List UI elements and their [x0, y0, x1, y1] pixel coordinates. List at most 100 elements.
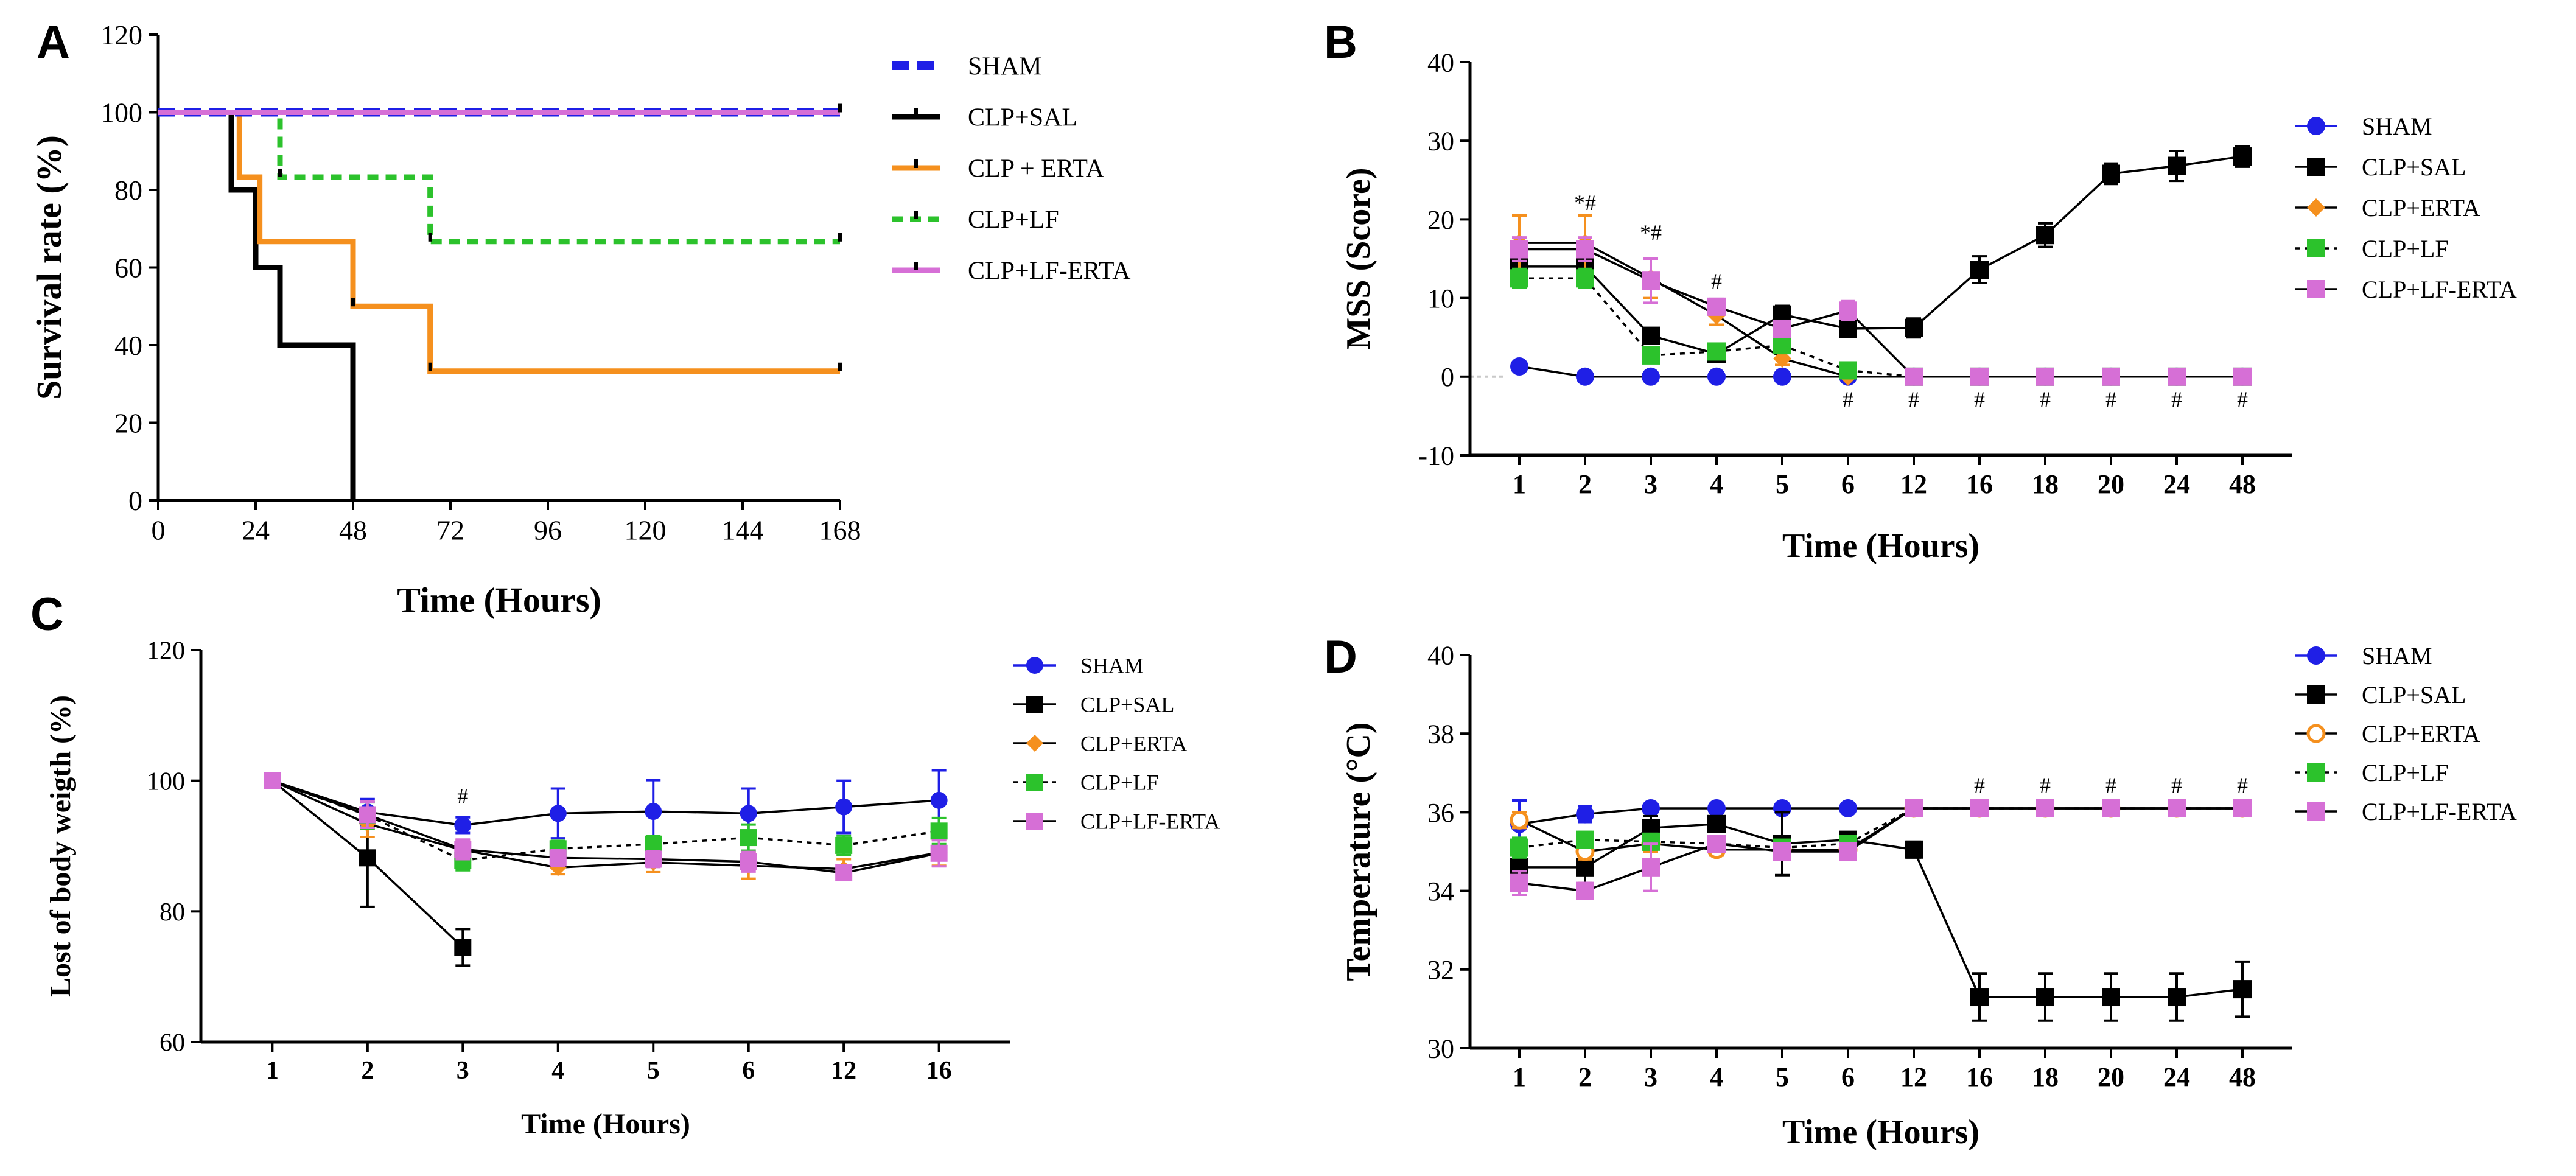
data-point	[2102, 988, 2120, 1007]
legend-marker	[2306, 724, 2326, 743]
series-line-segment	[463, 847, 558, 862]
y-tick-label: 38	[1427, 719, 1454, 749]
series-line-segment	[1782, 842, 1849, 849]
x-tick-label: 12	[1900, 469, 1927, 499]
legend-label: CLP+ERTA	[2362, 720, 2480, 747]
series-line-segment	[1650, 334, 1717, 355]
series-line-segment	[748, 861, 844, 874]
x-tick-label: 16	[1966, 469, 1993, 499]
series-line-segment	[1519, 365, 1586, 378]
y-tick-label: 60	[114, 253, 142, 284]
y-axis-title: Survival rate (%)	[29, 135, 69, 400]
legend-marker	[2307, 280, 2325, 298]
y-tick-label: 0	[1441, 362, 1454, 392]
data-point	[2168, 799, 2186, 817]
significance-mark: #	[2237, 773, 2248, 797]
series-line-segment	[653, 836, 749, 845]
x-tick-label: 18	[2032, 1062, 2059, 1092]
data-point	[645, 835, 662, 853]
x-tick-label: 1	[1513, 1062, 1526, 1092]
x-tick-label: 120	[625, 514, 667, 545]
y-tick-label: 100	[100, 97, 142, 128]
legend-label: CLP+SAL	[968, 104, 1077, 132]
x-tick-label: 16	[926, 1057, 952, 1085]
data-point	[454, 841, 472, 858]
x-tick-label: 5	[647, 1057, 660, 1085]
legend-label: CLP+ERTA	[1080, 732, 1187, 756]
y-tick-label: 60	[159, 1029, 185, 1057]
series-line-segment	[2110, 164, 2177, 175]
series-line-segment	[366, 857, 464, 948]
series-line-segment	[653, 861, 749, 867]
series-line-segment	[1782, 344, 1849, 372]
data-point	[740, 853, 757, 870]
series-line-segment	[1584, 242, 1651, 279]
series-line-segment	[2176, 155, 2243, 167]
series-line-segment	[1584, 838, 1651, 843]
legend-label: CLP+LF	[2362, 235, 2449, 262]
data-point	[1707, 297, 1726, 316]
data-point	[2168, 156, 2186, 175]
series-line-segment	[1716, 313, 1783, 355]
data-point	[1905, 799, 1923, 817]
series-line-segment	[1519, 838, 1586, 849]
data-point	[1970, 799, 1989, 817]
data-point	[2168, 367, 2186, 386]
legend: SHAM CLP+SAL CLP+ERTA CLP+LF CLP+LF-ERTA	[2295, 642, 2517, 825]
series-line-segment	[1847, 310, 1915, 378]
series-line-segment	[843, 830, 939, 847]
panel-a: A 0 20 40 60 80 100 120 Survival rate (%) 0 24 48 7…	[29, 16, 1131, 620]
legend-label: CLP+SAL	[1080, 693, 1174, 717]
data-point	[1642, 799, 1660, 817]
legend-label: CLP+LF-ERTA	[968, 257, 1131, 285]
y-tick-label: 80	[159, 898, 185, 926]
significance-mark: #	[1843, 387, 1853, 411]
legend-marker	[2307, 802, 2325, 821]
series-line-segment	[1716, 314, 1783, 360]
series-line-segment	[1584, 866, 1651, 892]
x-tick-label: 4	[1710, 1062, 1723, 1092]
data-point	[454, 939, 472, 956]
series-line-segment	[1847, 326, 1914, 330]
legend-marker	[2307, 198, 2325, 217]
series-line-segment	[653, 858, 749, 863]
x-tick-label: 6	[1841, 1062, 1855, 1092]
series-line-segment	[367, 813, 463, 851]
data-point	[1707, 799, 1726, 817]
series-line-segment	[1847, 838, 1914, 851]
series-sal	[158, 110, 356, 500]
significance-mark: #	[1974, 773, 1985, 797]
survival-step-line	[158, 110, 840, 374]
data-point	[1576, 367, 1594, 386]
data-point	[359, 806, 376, 824]
y-tick-label: 34	[1427, 877, 1454, 906]
significance-mark: *#	[1640, 220, 1662, 245]
data-point	[2102, 799, 2120, 817]
series-lferta	[1510, 799, 2252, 900]
series-line-segment	[1650, 841, 1717, 845]
data-point	[1576, 805, 1594, 824]
panel-b-letter: B	[1324, 16, 1357, 68]
data-point	[1773, 367, 1791, 386]
series-line-segment	[1650, 350, 1717, 357]
legend-label: CLP + ERTA	[968, 155, 1105, 183]
x-tick-label: 2	[361, 1057, 374, 1085]
series-line-segment	[1979, 234, 2046, 271]
significance-mark: #	[457, 784, 468, 808]
series-line-segment	[558, 856, 654, 861]
data-point	[835, 798, 853, 816]
y-tick-label: 20	[114, 408, 142, 439]
data-point	[2233, 980, 2252, 999]
significance-mark: #	[2040, 387, 2051, 411]
x-tick-label: 5	[1776, 1062, 1789, 1092]
data-point	[1905, 840, 1923, 859]
series-line-segment	[1716, 823, 1783, 845]
significance-mark: #	[1908, 387, 1919, 411]
legend: SHAM CLP+SAL CLP + ERTA CLP+LF CLP+LF-ERTA	[892, 53, 1131, 285]
significance-mark: #	[1711, 269, 1722, 293]
series-line-segment	[1847, 807, 1914, 845]
y-tick-label: 120	[147, 637, 185, 665]
data-point	[1576, 240, 1594, 259]
data-point	[1905, 318, 1923, 337]
